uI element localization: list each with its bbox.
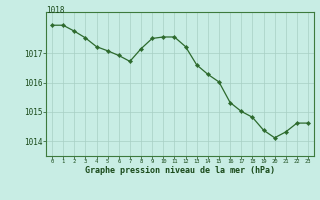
X-axis label: Graphe pression niveau de la mer (hPa): Graphe pression niveau de la mer (hPa) (85, 166, 275, 175)
Text: 1018: 1018 (46, 6, 65, 15)
